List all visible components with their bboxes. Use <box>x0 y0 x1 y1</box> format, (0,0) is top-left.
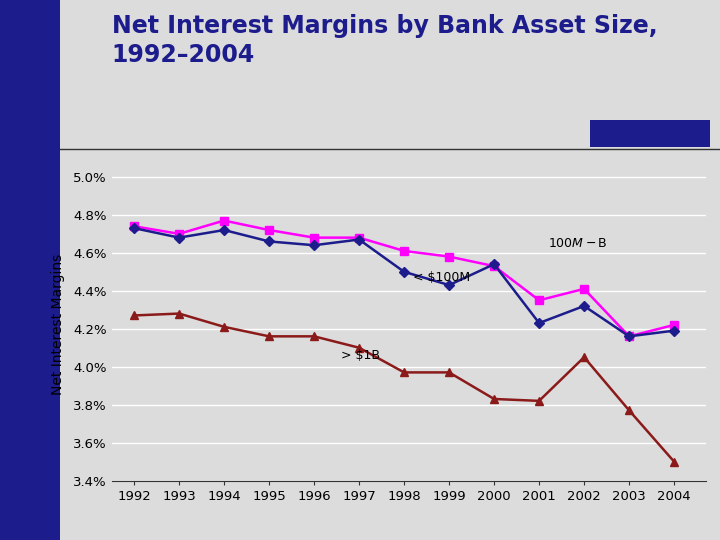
Text: < $100M: < $100M <box>413 271 470 284</box>
Text: $100M - $B: $100M - $B <box>548 237 608 250</box>
Y-axis label: Net Interest Margins: Net Interest Margins <box>51 253 65 395</box>
Text: Net Interest Margins by Bank Asset Size,: Net Interest Margins by Bank Asset Size, <box>112 14 657 37</box>
Text: > $1B: > $1B <box>341 349 380 362</box>
Text: 1992–2004: 1992–2004 <box>112 43 255 67</box>
